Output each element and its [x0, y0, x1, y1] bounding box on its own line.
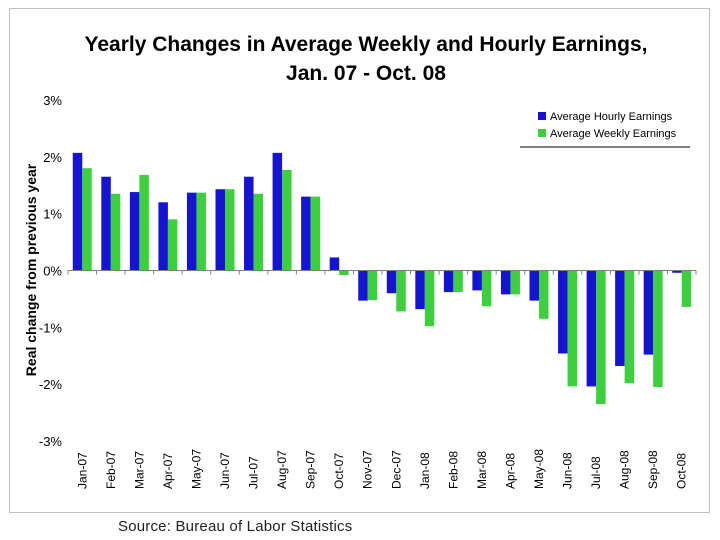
hourly-bar-may-07	[186, 192, 197, 271]
x-tick-label: Jun-08	[561, 452, 575, 489]
y-axis-label: Real change from previous year	[23, 163, 39, 376]
y-tick-label: -3%	[39, 434, 63, 449]
y-tick-label: 0%	[43, 264, 62, 279]
weekly-bar-jun-07	[225, 189, 235, 271]
x-tick-label: Oct-08	[675, 453, 689, 489]
weekly-bar-mar-07	[139, 175, 149, 271]
source-note: Source: Bureau of Labor Statistics	[118, 518, 353, 535]
weekly-bar-jul-08	[596, 270, 606, 405]
y-axis: 3% 2% 1% 0% -1% -2% -3%	[39, 93, 63, 449]
x-tick-label: Feb-07	[104, 451, 118, 489]
weekly-bar-jan-08	[424, 270, 435, 327]
x-tick-label: Jul-07	[247, 456, 261, 489]
hourly-bar-apr-08	[500, 270, 511, 295]
weekly-bar-jun-08	[567, 270, 578, 387]
x-tick-label: Sep-07	[304, 450, 318, 489]
hourly-bar-jun-08	[558, 270, 568, 354]
hourly-bar-jan-08	[415, 270, 425, 310]
hourly-bar-dec-07	[386, 270, 397, 294]
weekly-bar-oct-08	[681, 270, 692, 307]
weekly-bar-sep-08	[653, 270, 663, 388]
x-tick-label: Aug-08	[618, 450, 632, 489]
hourly-bar-aug-08	[615, 270, 625, 366]
legend-label: Average Hourly Earnings	[550, 111, 673, 123]
weekly-bar-aug-07	[282, 169, 292, 271]
weekly-bar-nov-07	[367, 270, 378, 301]
x-tick-label: Dec-07	[389, 450, 403, 489]
x-axis: Jan-07 Feb-07 Mar-07 Apr-07 May-07 Jun-07 Jul-…	[67, 270, 697, 489]
hourly-bar-mar-07	[129, 192, 140, 271]
weekly-bar-oct-07	[339, 270, 349, 276]
hourly-bar-feb-07	[101, 176, 111, 271]
hourly-bar-apr-07	[158, 202, 168, 271]
x-tick-label: Mar-07	[132, 451, 146, 489]
hourly-bar-jan-07	[72, 152, 83, 271]
weekly-bar-sep-07	[310, 196, 321, 271]
hourly-bar-mar-08	[472, 270, 482, 291]
x-tick-label: May-08	[532, 449, 546, 489]
x-tick-label: Apr-08	[503, 453, 517, 489]
x-tick-label: Apr-07	[161, 453, 175, 489]
y-tick-label: -2%	[39, 377, 63, 392]
hourly-bar-aug-07	[272, 152, 283, 271]
legend-swatch	[538, 129, 546, 137]
x-tick-label: Nov-07	[361, 450, 375, 489]
hourly-bar-oct-08	[672, 270, 682, 273]
hourly-bar-sep-08	[643, 270, 654, 355]
hourly-bar-nov-07	[358, 270, 368, 301]
legend: Average Hourly Earnings Average Weekly Ea…	[520, 111, 690, 148]
weekly-bar-may-07	[196, 192, 206, 271]
weekly-bar-apr-08	[510, 270, 520, 295]
hourly-bar-jul-07	[244, 176, 254, 271]
x-tick-label: Mar-08	[475, 451, 489, 489]
hourly-bar-oct-07	[329, 257, 340, 271]
x-tick-label: Feb-08	[446, 451, 460, 489]
x-tick-label: Jun-07	[218, 452, 232, 489]
weekly-bar-may-08	[539, 270, 549, 319]
y-tick-label: 3%	[43, 93, 62, 108]
weekly-bar-feb-08	[453, 270, 463, 293]
weekly-bar-mar-08	[481, 270, 492, 307]
chart-title: Yearly Changes in Average Weekly and Hou…	[85, 33, 648, 56]
weekly-bar-apr-07	[167, 219, 178, 271]
hourly-bar-feb-08	[443, 270, 454, 293]
y-tick-label: 1%	[43, 207, 62, 222]
weekly-bar-jul-07	[253, 193, 264, 271]
x-tick-label: Jan-07	[75, 452, 89, 489]
bars	[72, 152, 692, 405]
hourly-bar-may-08	[529, 270, 539, 301]
x-tick-label: Oct-07	[332, 453, 346, 489]
chart-subtitle: Jan. 07 - Oct. 08	[286, 62, 446, 85]
weekly-bar-feb-07	[110, 193, 121, 271]
legend-label: Average Weekly Earnings	[550, 128, 677, 140]
x-tick-label: May-07	[189, 449, 203, 489]
x-tick-label: Jul-08	[589, 456, 603, 489]
y-tick-label: -1%	[39, 320, 63, 335]
hourly-bar-jun-07	[215, 189, 225, 271]
chart-frame	[9, 8, 710, 513]
x-tick-label: Sep-08	[646, 450, 660, 489]
x-tick-label: Jan-08	[418, 452, 432, 489]
x-tick-label: Aug-07	[275, 450, 289, 489]
hourly-bar-jul-08	[586, 270, 597, 387]
y-tick-label: 2%	[43, 150, 62, 165]
legend-swatch	[538, 112, 546, 120]
weekly-bar-jan-07	[82, 168, 92, 271]
weekly-bar-dec-07	[396, 270, 406, 312]
weekly-bar-aug-08	[624, 270, 635, 384]
hourly-bar-sep-07	[301, 196, 311, 271]
